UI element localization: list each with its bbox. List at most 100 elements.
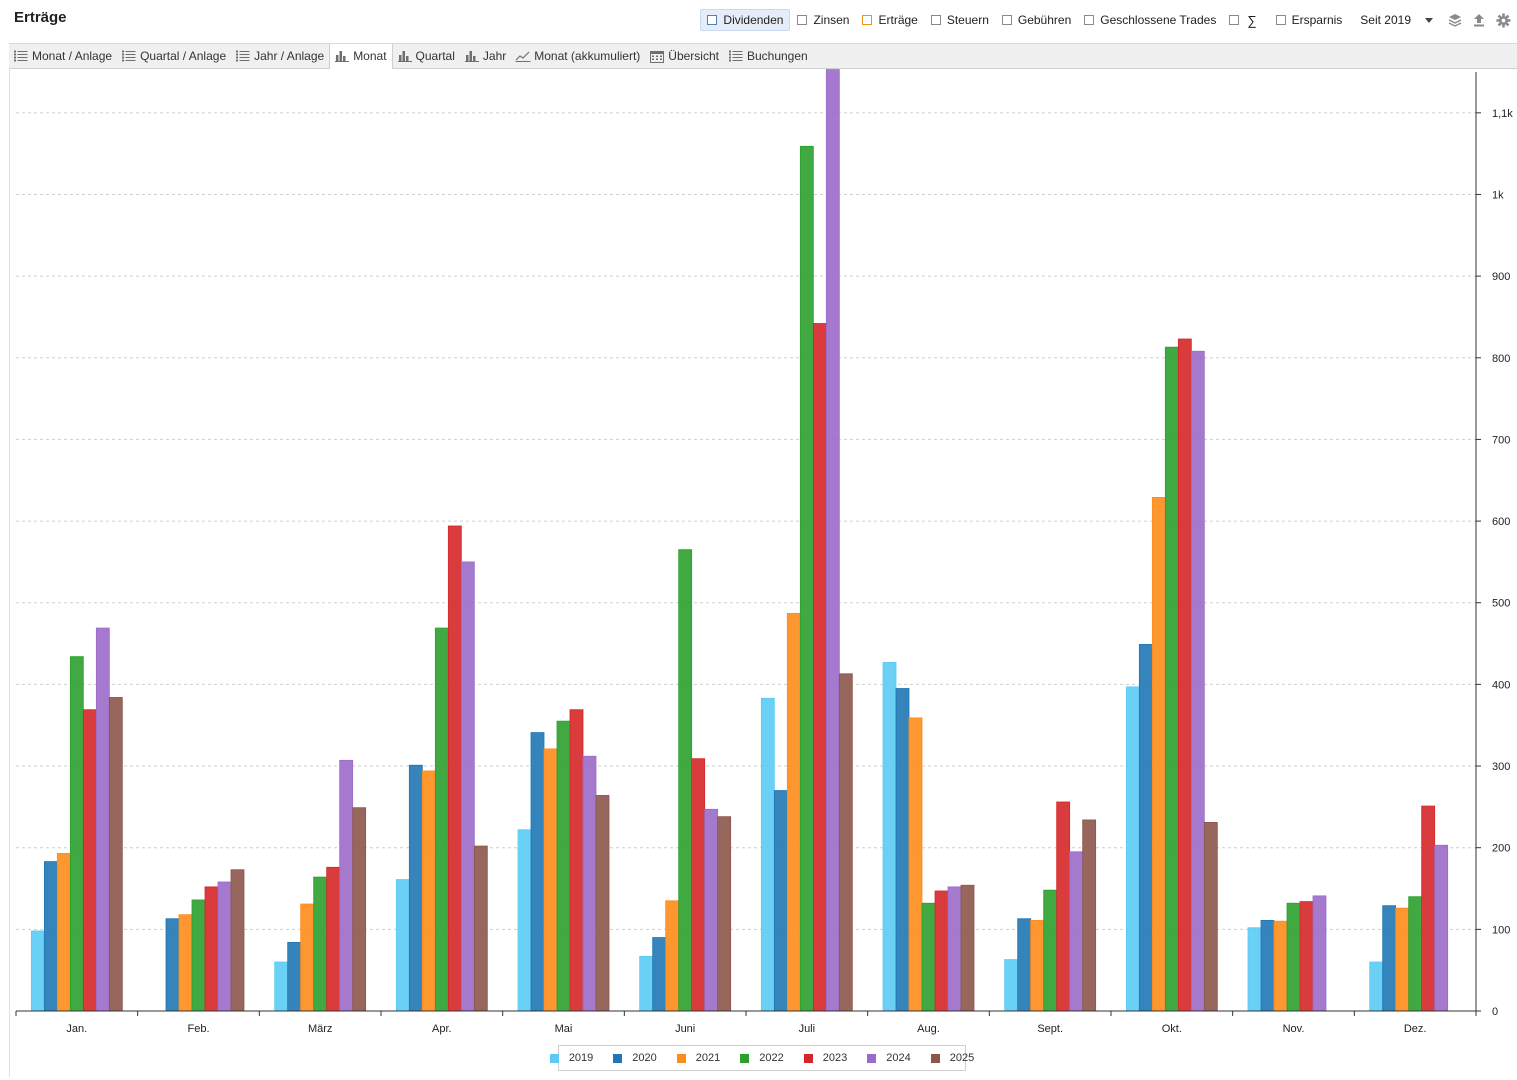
bar-2024-mai[interactable] — [582, 755, 597, 1012]
bar-2022-sept[interactable] — [1043, 889, 1058, 1012]
bar-2020-juni[interactable] — [652, 937, 667, 1012]
checkbox[interactable] — [1275, 15, 1286, 25]
bar-2023-dez[interactable] — [1421, 805, 1436, 1012]
bar-2019-dez[interactable] — [1369, 961, 1384, 1012]
bar-2019-apr[interactable] — [395, 879, 410, 1012]
bar-2020-mai[interactable] — [530, 732, 545, 1012]
bar-2022-jan[interactable] — [69, 656, 84, 1012]
checkbox[interactable] — [862, 15, 873, 25]
bar-2020-maerz[interactable] — [287, 942, 302, 1012]
bar-2020-dez[interactable] — [1382, 905, 1397, 1012]
bar-2025-juli[interactable] — [838, 673, 853, 1012]
bar-2025-feb[interactable] — [230, 869, 245, 1012]
tab-monat-anlage[interactable]: Monat / Anlage — [9, 44, 117, 68]
bar-2023-jan[interactable] — [82, 709, 97, 1012]
bar-2021-feb[interactable] — [178, 914, 193, 1012]
export-icon[interactable] — [1471, 12, 1487, 28]
checkbox[interactable] — [1084, 15, 1095, 25]
bar-2021-dez[interactable] — [1395, 907, 1410, 1012]
filter-zinsen[interactable]: Zinsen — [791, 9, 855, 31]
bar-2022-dez[interactable] — [1408, 896, 1423, 1012]
tab-uebersicht[interactable]: Übersicht — [645, 44, 724, 68]
bar-2025-okt[interactable] — [1203, 821, 1218, 1012]
checkbox[interactable] — [797, 15, 808, 25]
legend-item-2024[interactable]: 2024 — [867, 1052, 911, 1064]
bar-2021-juli[interactable] — [786, 612, 801, 1012]
legend-item-2023[interactable]: 2023 — [803, 1052, 847, 1064]
gear-icon[interactable] — [1495, 12, 1511, 28]
filter-steuern[interactable]: Steuern — [925, 9, 995, 31]
bar-2024-jan[interactable] — [95, 627, 110, 1012]
bar-2022-apr[interactable] — [434, 627, 449, 1012]
bar-2022-juli[interactable] — [799, 145, 814, 1012]
bar-2019-maerz[interactable] — [274, 961, 289, 1012]
legend-item-2020[interactable]: 2020 — [613, 1052, 657, 1064]
bar-2021-apr[interactable] — [421, 770, 436, 1012]
bar-2024-juni[interactable] — [704, 808, 719, 1012]
tab-jahr-anlage[interactable]: Jahr / Anlage — [231, 44, 329, 68]
bar-2021-maerz[interactable] — [300, 903, 315, 1012]
bar-2023-maerz[interactable] — [326, 866, 341, 1012]
bar-2024-sept[interactable] — [1069, 851, 1084, 1012]
bar-2023-juli[interactable] — [812, 323, 827, 1012]
tab-quartal[interactable]: Quartal — [393, 44, 460, 68]
period-dropdown[interactable]: Seit 2019 — [1348, 13, 1439, 27]
bar-2022-okt[interactable] — [1164, 346, 1179, 1012]
bar-2021-okt[interactable] — [1151, 497, 1166, 1012]
bar-2023-juni[interactable] — [691, 758, 706, 1012]
bar-2021-sept[interactable] — [1030, 919, 1045, 1012]
bar-2023-feb[interactable] — [204, 886, 219, 1012]
legend-item-2022[interactable]: 2022 — [740, 1052, 784, 1064]
bar-2023-apr[interactable] — [447, 525, 462, 1012]
bar-2024-apr[interactable] — [460, 561, 475, 1012]
bar-2022-juni[interactable] — [678, 549, 693, 1012]
bar-2025-juni[interactable] — [717, 816, 732, 1012]
filter-ertraege[interactable]: Erträge — [856, 9, 923, 31]
bar-2019-juli[interactable] — [760, 697, 775, 1012]
bar-2024-maerz[interactable] — [339, 759, 354, 1012]
bar-2021-jan[interactable] — [56, 853, 71, 1012]
bar-2021-juni[interactable] — [665, 900, 680, 1012]
bar-2019-juni[interactable] — [639, 955, 654, 1012]
tab-quartal-anlage[interactable]: Quartal / Anlage — [117, 44, 231, 68]
bar-2019-jan[interactable] — [30, 930, 45, 1012]
bar-2024-okt[interactable] — [1190, 350, 1205, 1012]
tab-monat-akkumuliert[interactable]: Monat (akkumuliert) — [511, 44, 645, 68]
tab-buchungen[interactable]: Buchungen — [724, 44, 813, 68]
bar-2023-aug[interactable] — [934, 890, 949, 1012]
bar-2022-mai[interactable] — [556, 720, 571, 1012]
bar-2025-maerz[interactable] — [352, 807, 367, 1012]
bar-2023-okt[interactable] — [1177, 338, 1192, 1012]
bar-2025-jan[interactable] — [108, 697, 123, 1012]
bar-2020-sept[interactable] — [1017, 918, 1032, 1012]
bar-2023-sept[interactable] — [1056, 801, 1071, 1012]
filter-sum[interactable]: ∑ — [1223, 9, 1268, 31]
bar-2022-aug[interactable] — [921, 902, 936, 1012]
bar-2024-nov[interactable] — [1312, 895, 1327, 1012]
checkbox[interactable] — [930, 15, 941, 25]
bar-2020-nov[interactable] — [1260, 919, 1275, 1012]
bar-2020-jan[interactable] — [43, 861, 58, 1012]
bar-2020-apr[interactable] — [408, 764, 423, 1012]
bar-2019-sept[interactable] — [1004, 959, 1019, 1012]
bar-2023-nov[interactable] — [1299, 901, 1314, 1012]
bar-2023-mai[interactable] — [569, 709, 584, 1012]
tab-monat[interactable]: Monat — [329, 43, 393, 69]
legend-item-2019[interactable]: 2019 — [549, 1052, 593, 1064]
filter-geschlossene-trades[interactable]: Geschlossene Trades — [1078, 9, 1222, 31]
filter-gebuehren[interactable]: Gebühren — [996, 9, 1077, 31]
bar-2020-okt[interactable] — [1138, 643, 1153, 1012]
bar-2025-mai[interactable] — [595, 795, 610, 1012]
bar-2019-okt[interactable] — [1125, 686, 1140, 1012]
checkbox[interactable] — [707, 15, 718, 25]
legend-item-2025[interactable]: 2025 — [930, 1052, 974, 1064]
bar-2024-aug[interactable] — [947, 886, 962, 1012]
layers-icon[interactable] — [1447, 12, 1463, 28]
bar-2019-aug[interactable] — [882, 661, 897, 1012]
bar-2025-sept[interactable] — [1082, 819, 1097, 1012]
bar-2025-apr[interactable] — [473, 845, 488, 1012]
filter-dividenden[interactable]: Dividenden — [700, 9, 791, 31]
bar-2020-juli[interactable] — [773, 790, 788, 1012]
checkbox[interactable] — [1001, 15, 1012, 25]
filter-ersparnis[interactable]: Ersparnis — [1270, 9, 1349, 31]
